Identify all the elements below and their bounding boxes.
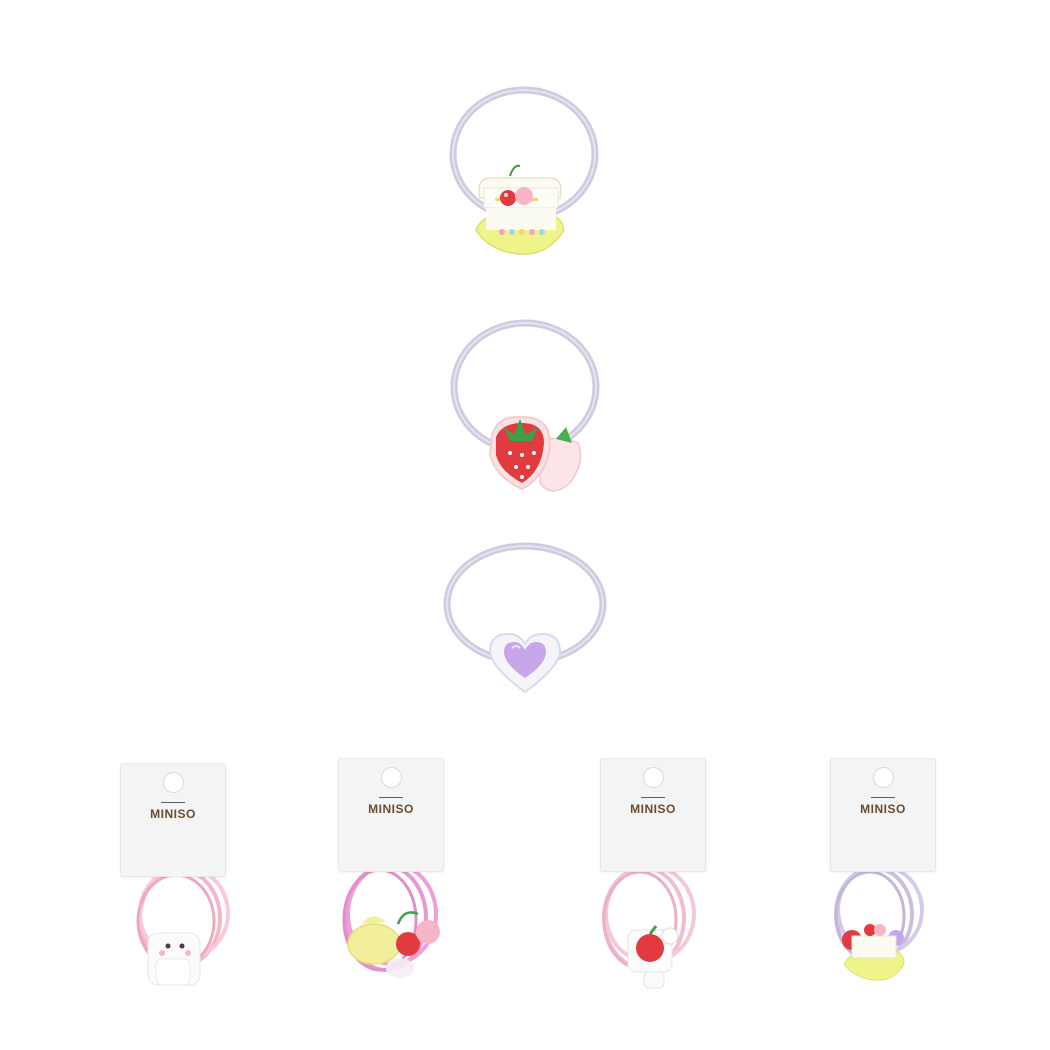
cherry-cake-hair-tie-illustration xyxy=(449,86,599,255)
bunny-pack-card: MINISO xyxy=(120,763,226,877)
purple-heart-hair-tie-illustration xyxy=(443,542,607,694)
logo-rule xyxy=(641,797,665,798)
bunny-pack: MINISO xyxy=(120,763,250,1050)
miniso-logo: MINISO xyxy=(368,802,414,816)
apple-pack: MINISO xyxy=(600,758,730,1050)
apple-pack-card: MINISO xyxy=(600,758,706,872)
logo-rule xyxy=(161,802,185,803)
strawberry-hair-tie-illustration xyxy=(450,319,600,492)
miniso-logo: MINISO xyxy=(150,807,196,821)
cherry-cake-hair-tie xyxy=(440,80,610,260)
miniso-logo: MINISO xyxy=(860,802,906,816)
purple-heart-hair-tie xyxy=(440,540,610,700)
lemon-cherry-pack: MINISO xyxy=(338,758,468,1050)
cake-pack-ties xyxy=(834,864,924,981)
miniso-logo: MINISO xyxy=(630,802,676,816)
cake-pack: MINISO xyxy=(830,758,960,1050)
hang-hole xyxy=(163,772,184,793)
logo-rule xyxy=(871,797,895,798)
strawberry-hair-tie xyxy=(440,315,610,505)
hang-hole xyxy=(381,767,402,788)
lemon-cherry-pack-card: MINISO xyxy=(338,758,444,872)
hang-hole xyxy=(643,767,664,788)
logo-rule xyxy=(379,797,403,798)
hang-hole xyxy=(873,767,894,788)
cake-pack-card: MINISO xyxy=(830,758,936,872)
